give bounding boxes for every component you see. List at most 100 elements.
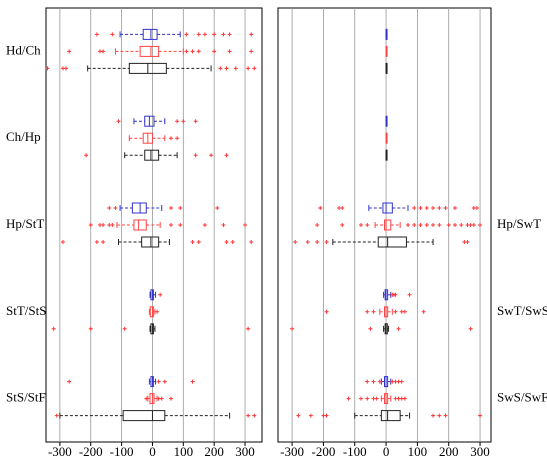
outlier <box>60 240 65 244</box>
outlier <box>184 32 189 37</box>
outlier <box>227 32 232 37</box>
outlier <box>424 206 429 210</box>
outlier <box>452 206 457 210</box>
outlier <box>221 32 226 37</box>
x-tick-label: -200 <box>311 444 335 459</box>
outlier <box>184 49 189 54</box>
box <box>384 219 392 231</box>
outlier <box>340 206 345 210</box>
outlier <box>293 240 298 244</box>
x-tick-label: 200 <box>204 444 224 459</box>
outlier <box>67 49 72 54</box>
outlier <box>412 223 417 227</box>
outlier <box>446 223 451 227</box>
outlier <box>365 379 370 384</box>
outlier <box>346 396 351 401</box>
outlier <box>371 309 376 314</box>
outlier <box>45 66 50 71</box>
outlier <box>218 66 223 71</box>
outlier <box>471 223 476 227</box>
outlier <box>249 32 254 37</box>
outlier <box>230 240 235 244</box>
outlier <box>116 119 121 124</box>
outlier <box>224 240 229 244</box>
outlier <box>365 396 370 401</box>
outlier <box>178 223 183 227</box>
outlier <box>212 32 217 37</box>
outlier <box>67 379 72 384</box>
outlier <box>305 240 310 244</box>
outlier <box>190 240 195 244</box>
outlier <box>190 379 195 384</box>
x-tick-label: -100 <box>110 444 134 459</box>
outlier <box>215 206 220 210</box>
category-label: StT/StS <box>6 303 46 318</box>
outlier <box>308 413 313 418</box>
x-tick-label: 100 <box>174 444 194 459</box>
outlier <box>452 223 457 227</box>
outlier <box>88 223 93 227</box>
outlier <box>324 309 329 314</box>
outlier <box>437 206 442 210</box>
outlier <box>405 223 410 227</box>
outlier <box>393 309 398 314</box>
outlier <box>168 396 173 401</box>
outlier <box>168 223 173 227</box>
outlier <box>51 326 56 331</box>
box <box>382 202 393 214</box>
outlier <box>84 153 89 158</box>
category-label: StS/StF <box>6 390 46 405</box>
outlier <box>359 223 364 227</box>
outlier <box>193 153 198 158</box>
outlier <box>296 413 301 418</box>
outlier <box>196 49 201 54</box>
outlier <box>202 32 207 37</box>
outlier <box>190 49 195 54</box>
outlier <box>315 240 320 244</box>
outlier <box>252 66 257 71</box>
outlier <box>443 413 448 418</box>
outlier <box>159 396 164 401</box>
x-tick-label: 0 <box>149 444 156 459</box>
outlier <box>315 223 320 227</box>
outlier <box>431 206 436 210</box>
x-tick-label: 300 <box>235 444 255 459</box>
outlier <box>202 223 207 227</box>
outlier <box>468 326 473 331</box>
outlier <box>396 326 401 331</box>
outlier <box>377 379 382 384</box>
category-label: Hp/StT <box>6 216 44 231</box>
outlier <box>393 292 398 297</box>
x-tick-label: 300 <box>470 444 490 459</box>
category-label: Hd/Ch <box>6 42 41 57</box>
outlier <box>318 206 323 210</box>
outlier <box>402 396 407 401</box>
outlier <box>365 223 370 227</box>
outlier <box>412 206 417 210</box>
outlier <box>474 206 479 210</box>
outlier <box>178 206 183 210</box>
x-tick-label: -300 <box>280 444 304 459</box>
outlier <box>437 413 442 418</box>
category-label: SwS/SwF <box>497 390 547 405</box>
x-tick-label: -100 <box>343 444 367 459</box>
outlier <box>431 413 436 418</box>
outlier <box>193 119 198 124</box>
outlier <box>478 413 483 418</box>
outlier <box>158 292 163 297</box>
outlier <box>196 240 201 244</box>
outlier <box>113 206 118 210</box>
outlier <box>88 326 93 331</box>
outlier <box>399 379 404 384</box>
box <box>380 410 401 422</box>
outlier <box>181 119 186 124</box>
box <box>144 149 160 161</box>
outlier <box>371 379 376 384</box>
outlier <box>155 309 160 314</box>
outlier <box>402 309 407 314</box>
box <box>131 202 147 214</box>
outlier <box>221 223 226 227</box>
outlier <box>324 413 329 418</box>
outlier <box>359 396 364 401</box>
